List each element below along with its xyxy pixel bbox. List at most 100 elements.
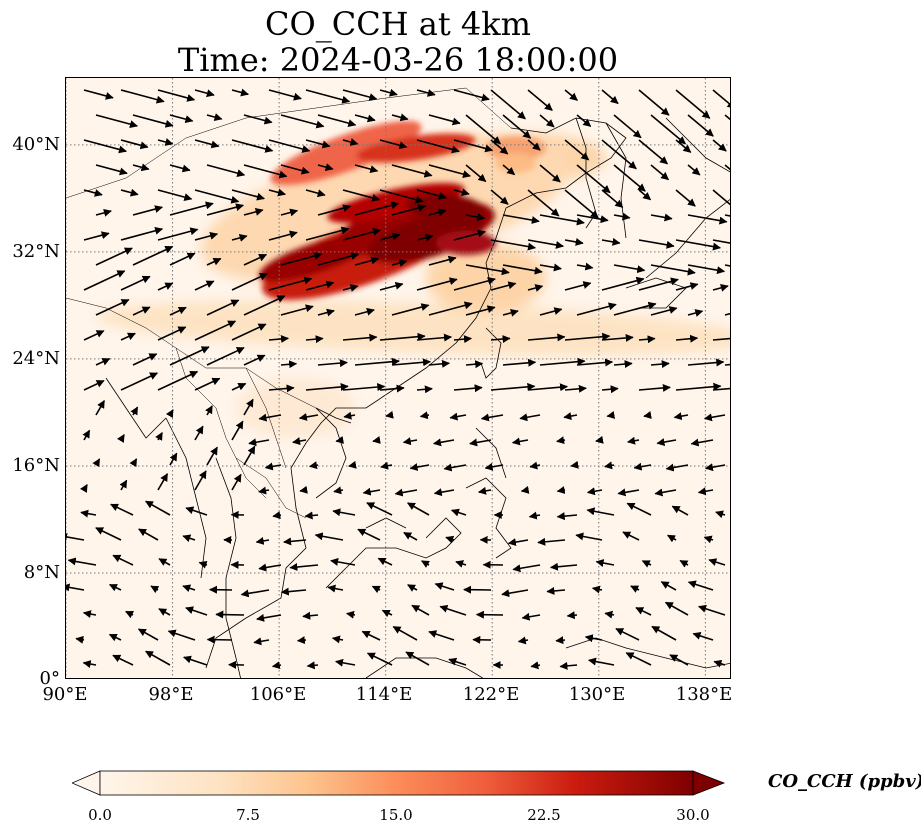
- wind-arrow-173: [502, 308, 519, 317]
- wind-arrow-146: [157, 282, 174, 291]
- wind-arrow-160: [675, 282, 699, 291]
- wind-arrow-153: [416, 277, 458, 291]
- wind-arrow-349: [330, 557, 356, 566]
- wind-arrow-378: [82, 610, 97, 619]
- wind-arrow-141: [650, 264, 696, 276]
- wind-arrow-22: [243, 114, 273, 125]
- wind-arrow-123: [638, 239, 675, 249]
- wind-arrow-360: [66, 583, 85, 592]
- wind-arrow-178: [687, 309, 704, 317]
- wind-arrow-18: [95, 114, 138, 129]
- wind-arrow-213: [650, 360, 670, 369]
- wind-arrow-394: [664, 601, 689, 616]
- wind-arrow-240: [298, 413, 319, 421]
- wind-arrow-431: [713, 659, 726, 668]
- wind-arrow-318: [528, 511, 541, 520]
- wind-arrow-249: [643, 411, 652, 419]
- wind-arrow-201: [206, 346, 245, 366]
- wind-arrow-295: [333, 486, 344, 495]
- wind-arrow-396: [75, 635, 85, 644]
- wind-arrow-372: [501, 589, 529, 598]
- wind-arrow-74: [157, 189, 193, 201]
- wind-arrow-273: [206, 446, 218, 466]
- wind-arrow-78: [305, 189, 326, 198]
- wind-arrow-152: [379, 281, 404, 291]
- lat-tick-8n: 8°N: [23, 562, 60, 583]
- wind-arrow-85: [564, 189, 599, 219]
- wind-arrow-184: [231, 323, 267, 341]
- wind-arrow-98: [391, 204, 427, 216]
- wind-arrow-352: [455, 560, 467, 568]
- wind-arrow-280: [443, 463, 467, 472]
- wind-arrow-162: [95, 298, 130, 316]
- wind-arrow-220: [231, 382, 247, 391]
- wind-arrow-254: [155, 432, 163, 441]
- wind-arrow-102: [539, 214, 585, 226]
- wind-arrow-309: [185, 506, 208, 516]
- coastlines: [105, 117, 730, 678]
- wind-arrow-373: [546, 586, 566, 595]
- wind-arrow-165: [206, 299, 240, 316]
- wind-arrow-312: [304, 511, 319, 520]
- wind-arrow-198: [95, 357, 111, 366]
- wind-arrow-62: [391, 164, 433, 178]
- wind-arrow-374: [591, 585, 603, 594]
- wind-arrow-424: [448, 657, 467, 666]
- wind-arrow-262: [433, 438, 455, 447]
- wind-arrow-332: [357, 528, 381, 541]
- wind-arrow-393: [635, 606, 652, 616]
- wind-arrow-400: [206, 635, 233, 644]
- wind-arrow-339: [622, 531, 640, 541]
- wind-arrow-191: [490, 335, 511, 343]
- wind-arrow-282: [529, 461, 541, 470]
- wind-arrow-362: [150, 585, 160, 594]
- wind-arrow-66: [539, 164, 561, 183]
- wind-arrow-270: [92, 458, 101, 468]
- wind-arrow-21: [206, 113, 223, 121]
- colorbar-tick-2: 15.0: [379, 806, 413, 824]
- title-line-1: CO_CCH at 4km: [265, 5, 531, 43]
- wind-arrow-257: [248, 438, 270, 447]
- wind-arrow-412: [651, 625, 677, 641]
- wind-arrow-357: [641, 560, 652, 568]
- wind-arrow-188: [379, 332, 426, 341]
- wind-arrow-408: [517, 636, 529, 645]
- wind-arrow-46: [453, 139, 494, 153]
- wind-arrow-51: [638, 139, 669, 165]
- wind-arrow-121: [564, 237, 584, 246]
- wind-arrow-221: [268, 384, 295, 393]
- wind-arrow-97: [354, 201, 400, 216]
- wind-arrow-244: [449, 412, 467, 421]
- wind-arrow-236: [165, 409, 174, 419]
- map-canvas: [66, 78, 730, 678]
- wind-arrow-183: [194, 320, 237, 341]
- wind-arrow-256: [231, 420, 244, 441]
- wind-arrow-90: [95, 208, 112, 217]
- wind-arrow-241: [343, 411, 356, 420]
- wind-arrow-167: [280, 304, 314, 316]
- wind-arrow-168: [317, 308, 335, 317]
- wind-arrow-359: [708, 558, 726, 566]
- lon-tick-106e: 106°E: [249, 684, 307, 705]
- wind-arrow-311: [272, 511, 282, 520]
- wind-arrow-139: [576, 262, 594, 271]
- colorbar: [72, 770, 726, 796]
- wind-arrow-40: [231, 139, 274, 153]
- wind-arrow-26: [391, 113, 409, 122]
- wind-arrow-323: [715, 510, 726, 519]
- wind-arrow-106: [687, 214, 728, 225]
- wind-arrow-155: [490, 281, 517, 291]
- wind-arrow-114: [305, 226, 350, 241]
- wind-arrow-235: [130, 406, 139, 416]
- wind-arrow-272: [169, 452, 178, 466]
- wind-arrow-260: [372, 436, 381, 444]
- wind-arrow-284: [604, 461, 615, 470]
- wind-arrow-398: [137, 628, 159, 641]
- wind-arrow-327: [182, 534, 196, 543]
- wind-arrow-375: [630, 585, 640, 593]
- wind-arrow-45: [416, 139, 460, 154]
- lon-tick-90e: 90°E: [42, 684, 88, 705]
- wind-arrow-313: [332, 508, 356, 517]
- wind-arrow-228: [527, 383, 568, 392]
- wind-arrow-137: [502, 264, 543, 275]
